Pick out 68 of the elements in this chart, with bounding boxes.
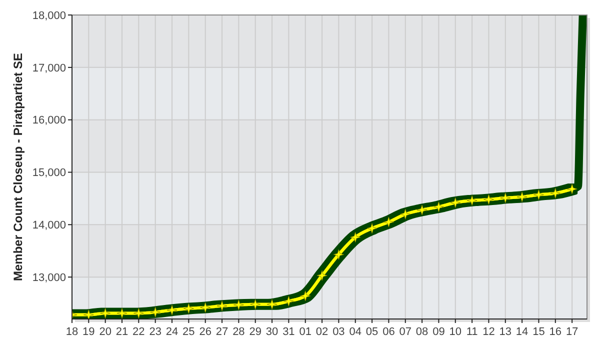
x-tick-label: 31 xyxy=(282,326,295,338)
point xyxy=(333,249,344,260)
x-tick-label: 04 xyxy=(349,326,362,338)
point xyxy=(366,223,378,234)
point xyxy=(233,300,244,310)
point xyxy=(116,308,128,318)
x-tick-label: 05 xyxy=(366,326,378,338)
x-tick-label: 28 xyxy=(232,326,245,338)
point xyxy=(283,296,294,306)
x-tick-label: 27 xyxy=(216,326,228,338)
x-tick-label: 14 xyxy=(516,326,528,338)
x-tick-label: 30 xyxy=(266,326,278,338)
x-tick-label: 06 xyxy=(382,326,395,338)
x-tick-label: 16 xyxy=(549,326,562,338)
x-tick-label: 03 xyxy=(332,326,345,338)
x-tick-label: 08 xyxy=(416,326,428,338)
point xyxy=(83,310,94,319)
point xyxy=(483,194,494,205)
x-tick-label: 17 xyxy=(566,326,578,338)
point xyxy=(100,308,111,318)
x-tick-label: 29 xyxy=(249,326,262,338)
point xyxy=(266,299,278,310)
y-tick-label: 15,000 xyxy=(32,167,66,180)
point xyxy=(533,190,544,200)
x-tick-label: 19 xyxy=(82,326,95,338)
point xyxy=(516,192,528,202)
x-tick-label: 26 xyxy=(199,326,212,338)
x-tick-label: 01 xyxy=(299,326,312,338)
y-tick-label: 13,000 xyxy=(32,272,66,284)
x-tick-label: 23 xyxy=(149,326,162,338)
x-tick-label: 25 xyxy=(182,326,195,338)
point xyxy=(400,208,411,220)
x-tick-label: 13 xyxy=(499,326,512,338)
point xyxy=(166,304,178,316)
point xyxy=(500,192,511,204)
y-tick-label: 16,000 xyxy=(32,114,66,127)
point xyxy=(316,270,328,281)
y-tick-label: 18,000 xyxy=(32,10,66,22)
point xyxy=(416,204,428,216)
point xyxy=(300,290,311,302)
point xyxy=(550,188,561,198)
x-tick-label: 18 xyxy=(66,326,78,338)
point xyxy=(450,197,461,208)
x-tick-label: 24 xyxy=(166,326,178,338)
point xyxy=(566,184,578,194)
point xyxy=(250,299,261,310)
point xyxy=(383,216,394,228)
x-tick-label: 20 xyxy=(99,326,112,338)
y-tick-label: 17,000 xyxy=(32,62,66,74)
point xyxy=(150,306,161,318)
point xyxy=(200,302,211,313)
x-tick-label: 07 xyxy=(399,326,412,338)
point xyxy=(216,300,228,312)
x-tick-label: 02 xyxy=(316,326,328,338)
x-tick-label: 22 xyxy=(132,326,145,338)
x-tick-label: 10 xyxy=(449,326,462,338)
point xyxy=(433,202,444,212)
y-tick-label: 14,000 xyxy=(32,220,66,232)
point xyxy=(466,195,478,206)
x-tick-label: 11 xyxy=(466,326,478,338)
point xyxy=(133,308,144,318)
x-tick-label: 15 xyxy=(532,326,545,338)
y-axis-title: Member Count Closeup - Piratpartiet SE xyxy=(11,52,25,282)
point xyxy=(350,232,361,242)
x-tick-label: 09 xyxy=(432,326,445,338)
point xyxy=(183,303,194,314)
x-tick-label: 12 xyxy=(482,326,495,338)
x-tick-label: 21 xyxy=(116,326,128,338)
